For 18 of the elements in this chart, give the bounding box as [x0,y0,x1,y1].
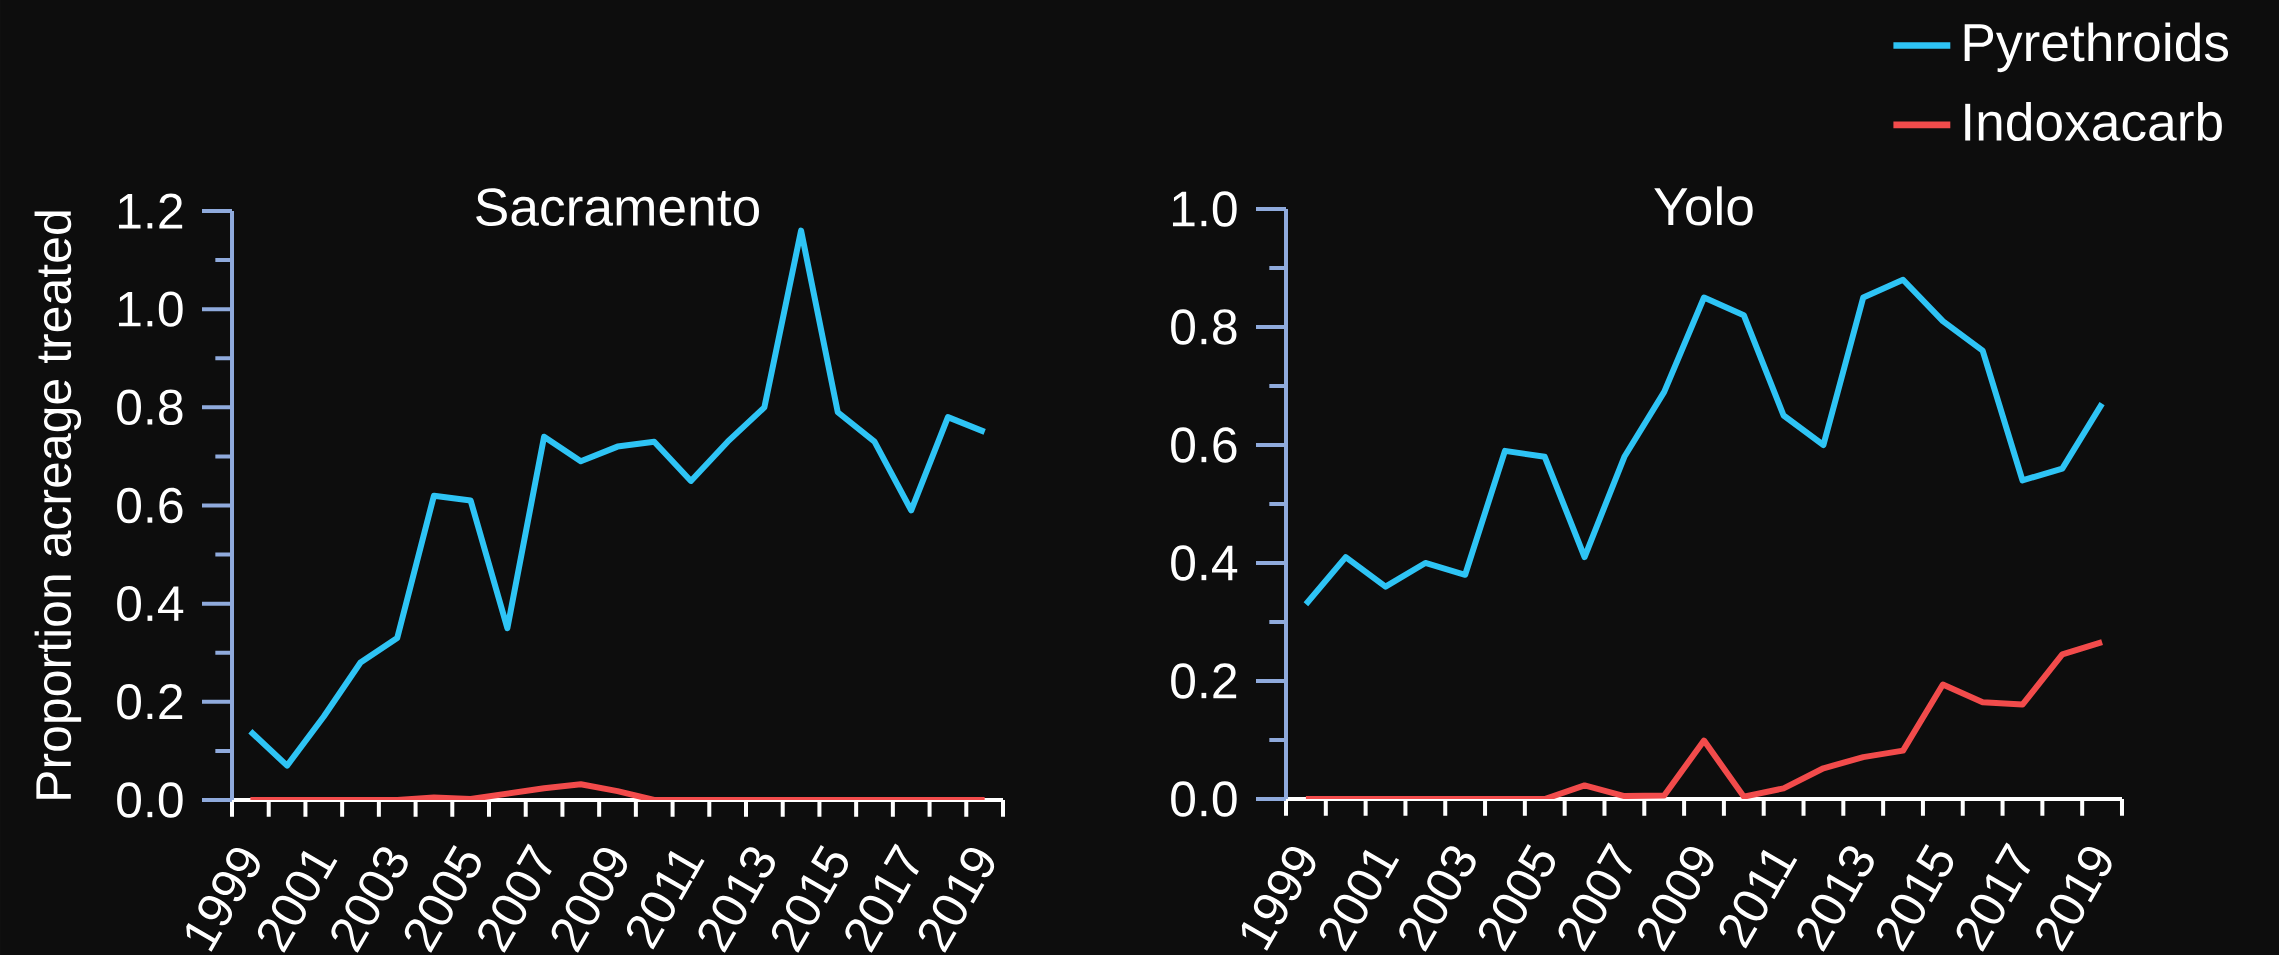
y-axis-title: Proportion acreage treated [34,211,82,799]
y-tick-label: 0.0 [117,782,183,818]
y-tick-label: 0.8 [117,389,183,426]
y-tick-label: 1.2 [118,193,183,229]
legend-label: Indoxacarb [1965,101,2222,142]
y-tick-label: 0.6 [1171,427,1237,463]
y-tick-label: 0.0 [1171,781,1237,817]
y-tick-label: 1.0 [1172,191,1237,227]
y-tick-label: 0.4 [117,585,184,622]
y-tick-label: 0.6 [117,487,183,524]
y-tick-label: 0.2 [1171,663,1237,699]
y-tick-label: 0.8 [1171,309,1237,345]
chart-title: Sacramento [476,188,759,227]
y-tick-label: 0.4 [1171,545,1238,581]
y-tick-label: 0.2 [117,684,183,720]
chart-title: Yolo [1654,186,1753,226]
y-tick-label: 1.0 [118,291,183,327]
legend-label: Pyrethroids [1964,22,2229,73]
